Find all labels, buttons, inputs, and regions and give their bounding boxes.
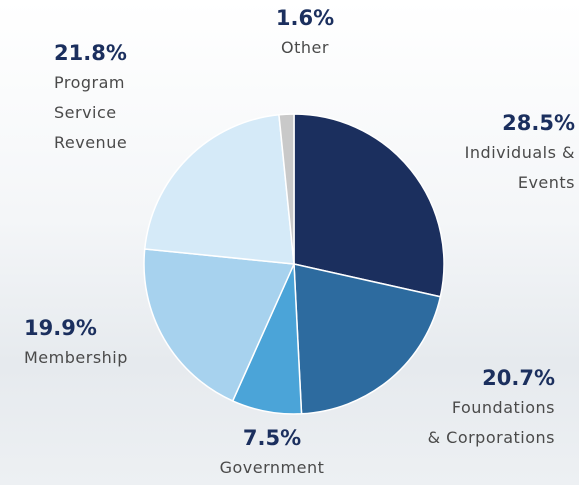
category-label: Membership bbox=[24, 348, 128, 367]
value-label: 19.9% bbox=[24, 316, 97, 340]
category-label: Individuals & Events bbox=[464, 143, 575, 192]
pie-slice bbox=[143, 248, 296, 402]
pie-slice bbox=[293, 113, 445, 298]
value-label: 1.6% bbox=[275, 6, 335, 30]
pie-slice bbox=[293, 263, 442, 415]
category-label: Other bbox=[281, 38, 329, 57]
pie-slice bbox=[143, 113, 295, 265]
value-label: 7.5% bbox=[242, 426, 302, 450]
category-label: Program Service Revenue bbox=[54, 73, 128, 152]
value-label: 20.7% bbox=[482, 366, 555, 390]
pie-slice bbox=[278, 113, 295, 265]
category-label: Foundations & Corporations bbox=[427, 398, 555, 447]
value-label: 21.8% bbox=[54, 41, 127, 65]
category-label: Government bbox=[219, 458, 325, 477]
value-label: 28.5% bbox=[502, 111, 575, 135]
